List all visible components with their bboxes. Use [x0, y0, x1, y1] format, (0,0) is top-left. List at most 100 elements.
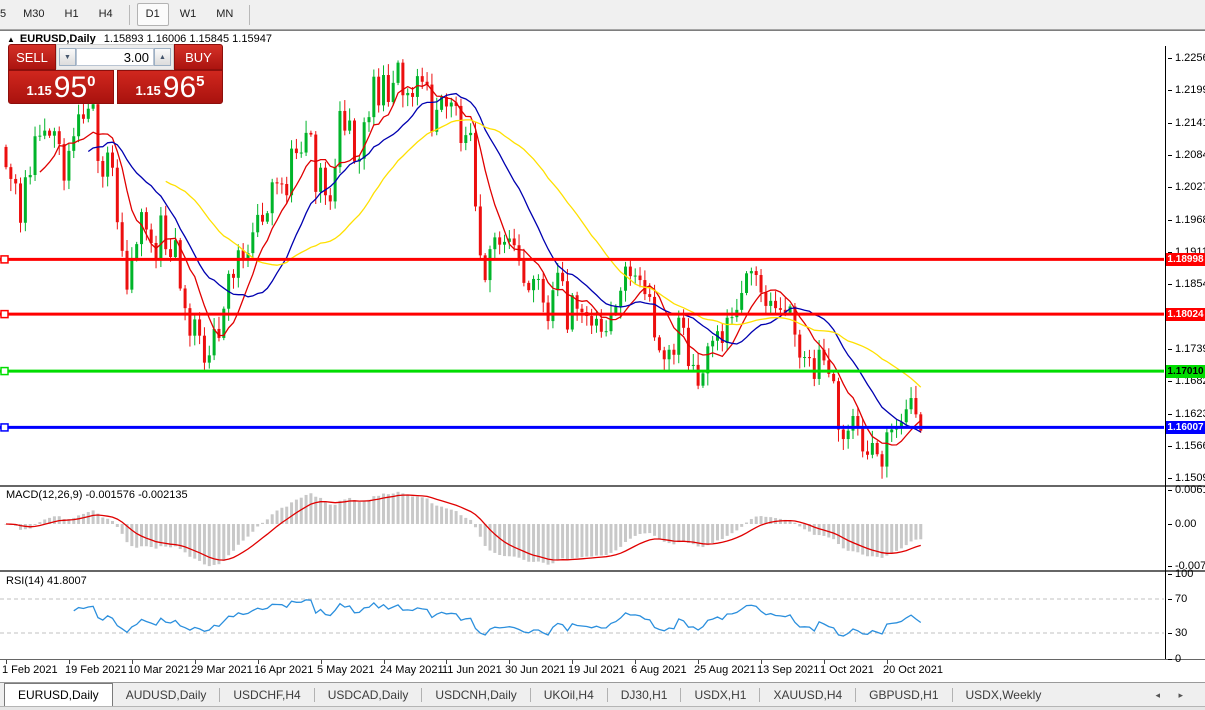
tick-mark [1168, 573, 1172, 575]
rsi-pane[interactable] [0, 572, 1165, 659]
tab-divider [421, 688, 423, 702]
tab-gbpusd-h1[interactable]: GBPUSD,H1 [869, 688, 939, 702]
date-tick [887, 660, 888, 664]
tab-usdcnh-daily[interactable]: USDCNH,Daily [435, 688, 517, 702]
date-label: 30 Jun 2021 [505, 664, 566, 676]
tick-mark [1168, 445, 1172, 447]
price-axis-border [1165, 46, 1166, 659]
sell-button[interactable]: SELL [8, 44, 56, 70]
buy-price-big: 96 [162, 71, 197, 104]
tab-divider [951, 688, 953, 702]
price-tick-label: 1.16235 [1168, 408, 1205, 420]
tick-mark [1168, 523, 1172, 525]
status-strip [0, 706, 1205, 710]
volume-decrease-button[interactable]: ▼ [59, 48, 76, 66]
sell-price-big: 95 [53, 71, 88, 104]
rsi-axis-label: 30 [1168, 627, 1187, 639]
tick-mark [1168, 89, 1172, 91]
period-button-h4[interactable]: H4 [98, 8, 113, 20]
tick-mark [1168, 348, 1172, 350]
tick-mark [1168, 154, 1172, 156]
macd-axis-label: -0.007621 [1168, 560, 1205, 572]
macd-axis-label: 0.006193 [1168, 484, 1205, 496]
macd-pane[interactable] [0, 487, 1165, 570]
tab-divider [529, 688, 531, 702]
period-button-5[interactable]: 5 [0, 8, 7, 20]
one-click-trading-panel: SELL ▼ 3.00 ▲ BUY 1.15 95 0 1.15 96 5 [8, 44, 223, 104]
period-button-w1[interactable]: W1 [179, 8, 197, 20]
date-label: 19 Feb 2021 [65, 664, 127, 676]
period-button-mn[interactable]: MN [216, 8, 234, 20]
chart-title: EURUSD,Daily [19, 33, 96, 45]
tab-divider [855, 688, 857, 702]
tab-usdx-h1[interactable]: USDX,H1 [694, 688, 747, 702]
tab-ukoil-h4[interactable]: UKOil,H4 [543, 688, 594, 702]
tab-scroll-arrows[interactable]: ◂ ▸ [1155, 689, 1191, 700]
date-label: 16 Apr 2021 [254, 664, 314, 676]
pane-divider[interactable] [0, 485, 1205, 487]
volume-increase-button[interactable]: ▲ [154, 48, 171, 66]
price-tick-label: 1.20840 [1168, 149, 1205, 161]
tab-usdchf-h4[interactable]: USDCHF,H4 [233, 688, 301, 702]
date-label: 11 Jun 2021 [442, 664, 502, 676]
period-button-d1[interactable]: D1 [136, 3, 169, 26]
timeframe-toolbar: 5 M30 H1 H4 D1 W1 MN [0, 0, 1205, 30]
date-tick [132, 660, 133, 664]
period-button-h1[interactable]: H1 [64, 8, 79, 20]
tick-mark [1168, 122, 1172, 124]
date-tick [258, 660, 259, 664]
price-tick-label: 1.21995 [1168, 84, 1205, 96]
chart-tab-bar: EURUSD,Daily AUDUSD,Daily USDCHF,H4 USDCAD,… [0, 682, 1205, 707]
price-tick-label: 1.21410 [1168, 117, 1205, 129]
period-button-m30[interactable]: M30 [23, 8, 45, 20]
date-tick [572, 660, 573, 664]
date-tick [446, 660, 447, 664]
date-label: 20 Oct 2021 [883, 664, 943, 676]
date-label: 5 May 2021 [317, 664, 375, 676]
macd-label: MACD(12,26,9) -0.001576 -0.002135 [6, 489, 188, 501]
tick-mark [1168, 186, 1172, 188]
date-label: 1 Oct 2021 [820, 664, 874, 676]
date-tick [6, 660, 7, 664]
tab-audusd-daily[interactable]: AUDUSD,Daily [125, 688, 207, 702]
buy-price-button[interactable]: 1.15 96 5 [117, 70, 223, 104]
price-tick-label: 1.16820 [1168, 375, 1205, 387]
chart-ohlc-values: 1.15893 1.16006 1.15845 1.15947 [103, 33, 272, 45]
hline-price-label: 1.16007 [1166, 421, 1205, 434]
rsi-axis-label: 0 [1168, 653, 1181, 665]
tick-mark [1168, 219, 1172, 221]
price-tick-label: 1.15665 [1168, 440, 1205, 452]
tab-dj30-h1[interactable]: DJ30,H1 [620, 688, 668, 702]
tab-usdx-weekly[interactable]: USDX,Weekly [965, 688, 1042, 702]
chart-title-bar: ▲ EURUSD,Daily 1.15893 1.16006 1.15845 1… [0, 30, 1205, 47]
macd-axis-label: 0.00 [1168, 518, 1196, 530]
tick-mark [1168, 413, 1172, 415]
tab-divider [759, 688, 761, 702]
volume-input[interactable]: 3.00 [76, 48, 154, 66]
sell-price-button[interactable]: 1.15 95 0 [8, 70, 114, 104]
date-tick [195, 660, 196, 664]
tab-divider [313, 688, 315, 702]
date-label: 1 Feb 2021 [2, 664, 58, 676]
date-label: 24 May 2021 [380, 664, 444, 676]
date-tick [321, 660, 322, 664]
sell-price-sup: 0 [87, 73, 96, 90]
buy-price-small: 1.15 [135, 83, 161, 98]
tick-mark [1168, 283, 1172, 285]
rsi-axis-label: 100 [1168, 568, 1193, 580]
date-label: 6 Aug 2021 [631, 664, 687, 676]
sell-price-small: 1.15 [26, 83, 52, 98]
price-chart-pane[interactable] [0, 46, 1165, 486]
collapse-icon[interactable]: ▲ [7, 34, 15, 44]
price-tick-label: 1.20270 [1168, 181, 1205, 193]
volume-spinner: ▼ 3.00 ▲ [56, 44, 174, 70]
tab-xauusd-h4[interactable]: XAUUSD,H4 [773, 688, 843, 702]
rsi-label: RSI(14) 41.8007 [6, 575, 87, 587]
pane-divider[interactable] [0, 570, 1205, 572]
buy-price-sup: 5 [196, 73, 205, 90]
tab-eurusd-daily[interactable]: EURUSD,Daily [4, 682, 113, 707]
tab-usdcad-daily[interactable]: USDCAD,Daily [327, 688, 409, 702]
buy-button[interactable]: BUY [174, 44, 223, 70]
tab-divider [219, 688, 221, 702]
